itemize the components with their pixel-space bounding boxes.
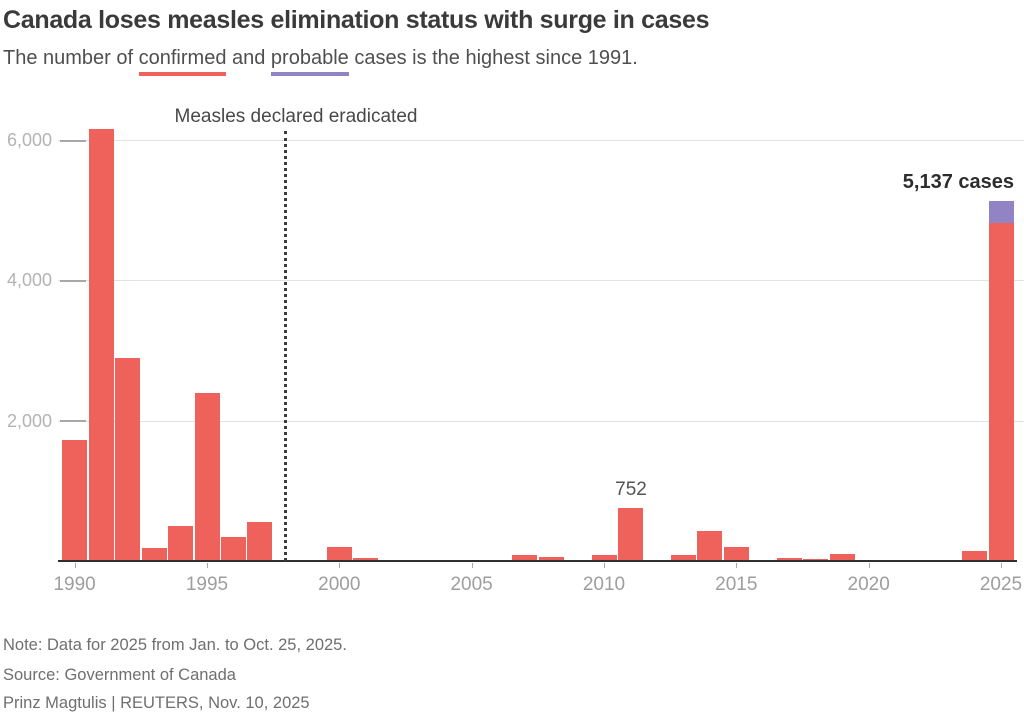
source-line: Source: Government of Canada <box>3 666 236 684</box>
eradication-dotted-line <box>284 131 287 561</box>
x-axis-label-1995: 1995 <box>185 574 229 595</box>
x-tick-1995 <box>207 563 208 568</box>
gridline-4000 <box>58 280 1024 282</box>
x-tick-2010 <box>604 563 605 568</box>
bar-confirmed-1991 <box>88 128 114 561</box>
x-tick-2020 <box>868 563 870 568</box>
bar-confirmed-2000 <box>326 547 352 561</box>
x-axis-label-1990: 1990 <box>53 574 96 595</box>
total-2025-value-label: 5,137 cases <box>902 171 1014 193</box>
chart-subtitle: The number of confirmed and probable cas… <box>3 47 1003 76</box>
eradication-annotation: Measles declared eradicated <box>174 106 418 127</box>
x-tick-1990 <box>74 563 76 568</box>
bar-confirmed-1996 <box>220 537 246 561</box>
subtitle-text-3: cases is the highest since 1991. <box>348 47 638 69</box>
bar-confirmed-2008 <box>538 556 564 561</box>
footnote: Note: Data for 2025 from Jan. to Oct. 25… <box>3 636 347 654</box>
bar-confirmed-2011 <box>618 508 643 561</box>
bar-confirmed-2007 <box>512 554 538 561</box>
bar-confirmed-2019 <box>829 554 855 561</box>
subtitle-text-1: The number of <box>3 47 139 69</box>
bar-confirmed-1993 <box>141 547 167 561</box>
bar-confirmed-2001 <box>353 558 379 561</box>
bar-confirmed-2010 <box>591 554 617 561</box>
y-tick-2000 <box>60 420 86 423</box>
bar-confirmed-1994 <box>168 525 193 561</box>
gridline-2000 <box>58 420 1024 422</box>
y-tick-6000 <box>60 139 86 142</box>
x-axis-label-2020: 2020 <box>847 574 890 595</box>
x-axis-label-2000: 2000 <box>318 574 361 595</box>
bar-confirmed-1990 <box>62 439 88 561</box>
y-axis-label-4000: 4,000 <box>6 270 52 291</box>
x-tick-2005 <box>471 563 473 568</box>
bar-confirmed-1995 <box>194 393 220 561</box>
bar-confirmed-2018 <box>803 558 829 561</box>
x-tick-2000 <box>339 563 341 568</box>
x-tick-2025 <box>1001 563 1002 568</box>
bar-confirmed-1997 <box>247 522 273 561</box>
bar-confirmed-2014 <box>697 530 723 561</box>
subtitle-probable-underline: probable <box>270 47 349 76</box>
bar-confirmed-2015 <box>723 547 749 561</box>
bar-confirmed-1992 <box>115 357 140 561</box>
y-axis-label-2000: 2,000 <box>6 410 52 431</box>
y-axis-label-6000: 6,000 <box>6 130 52 151</box>
bar-probable-2025 <box>988 200 1014 224</box>
subtitle-text-2: and <box>226 47 271 69</box>
byline: Prinz Magtulis | REUTERS, Nov. 10, 2025 <box>3 694 310 712</box>
x-axis-line <box>58 560 1017 562</box>
bar-confirmed-2024 <box>962 551 988 561</box>
chart-title: Canada loses measles elimination status … <box>3 6 710 34</box>
y-tick-4000 <box>60 279 86 282</box>
bar-confirmed-2017 <box>776 558 802 561</box>
x-axis-label-2015: 2015 <box>715 574 758 595</box>
x-axis-label-2005: 2005 <box>450 574 493 595</box>
bar-confirmed-2013 <box>670 555 696 561</box>
x-axis-label-2025: 2025 <box>979 574 1023 595</box>
peak-2011-value-label: 752 <box>615 479 647 500</box>
gridline-6000 <box>58 140 1024 142</box>
bar-confirmed-2025 <box>988 223 1014 561</box>
x-tick-2015 <box>736 563 738 568</box>
subtitle-confirmed-underline: confirmed <box>138 47 227 76</box>
x-axis-label-2010: 2010 <box>582 574 626 595</box>
